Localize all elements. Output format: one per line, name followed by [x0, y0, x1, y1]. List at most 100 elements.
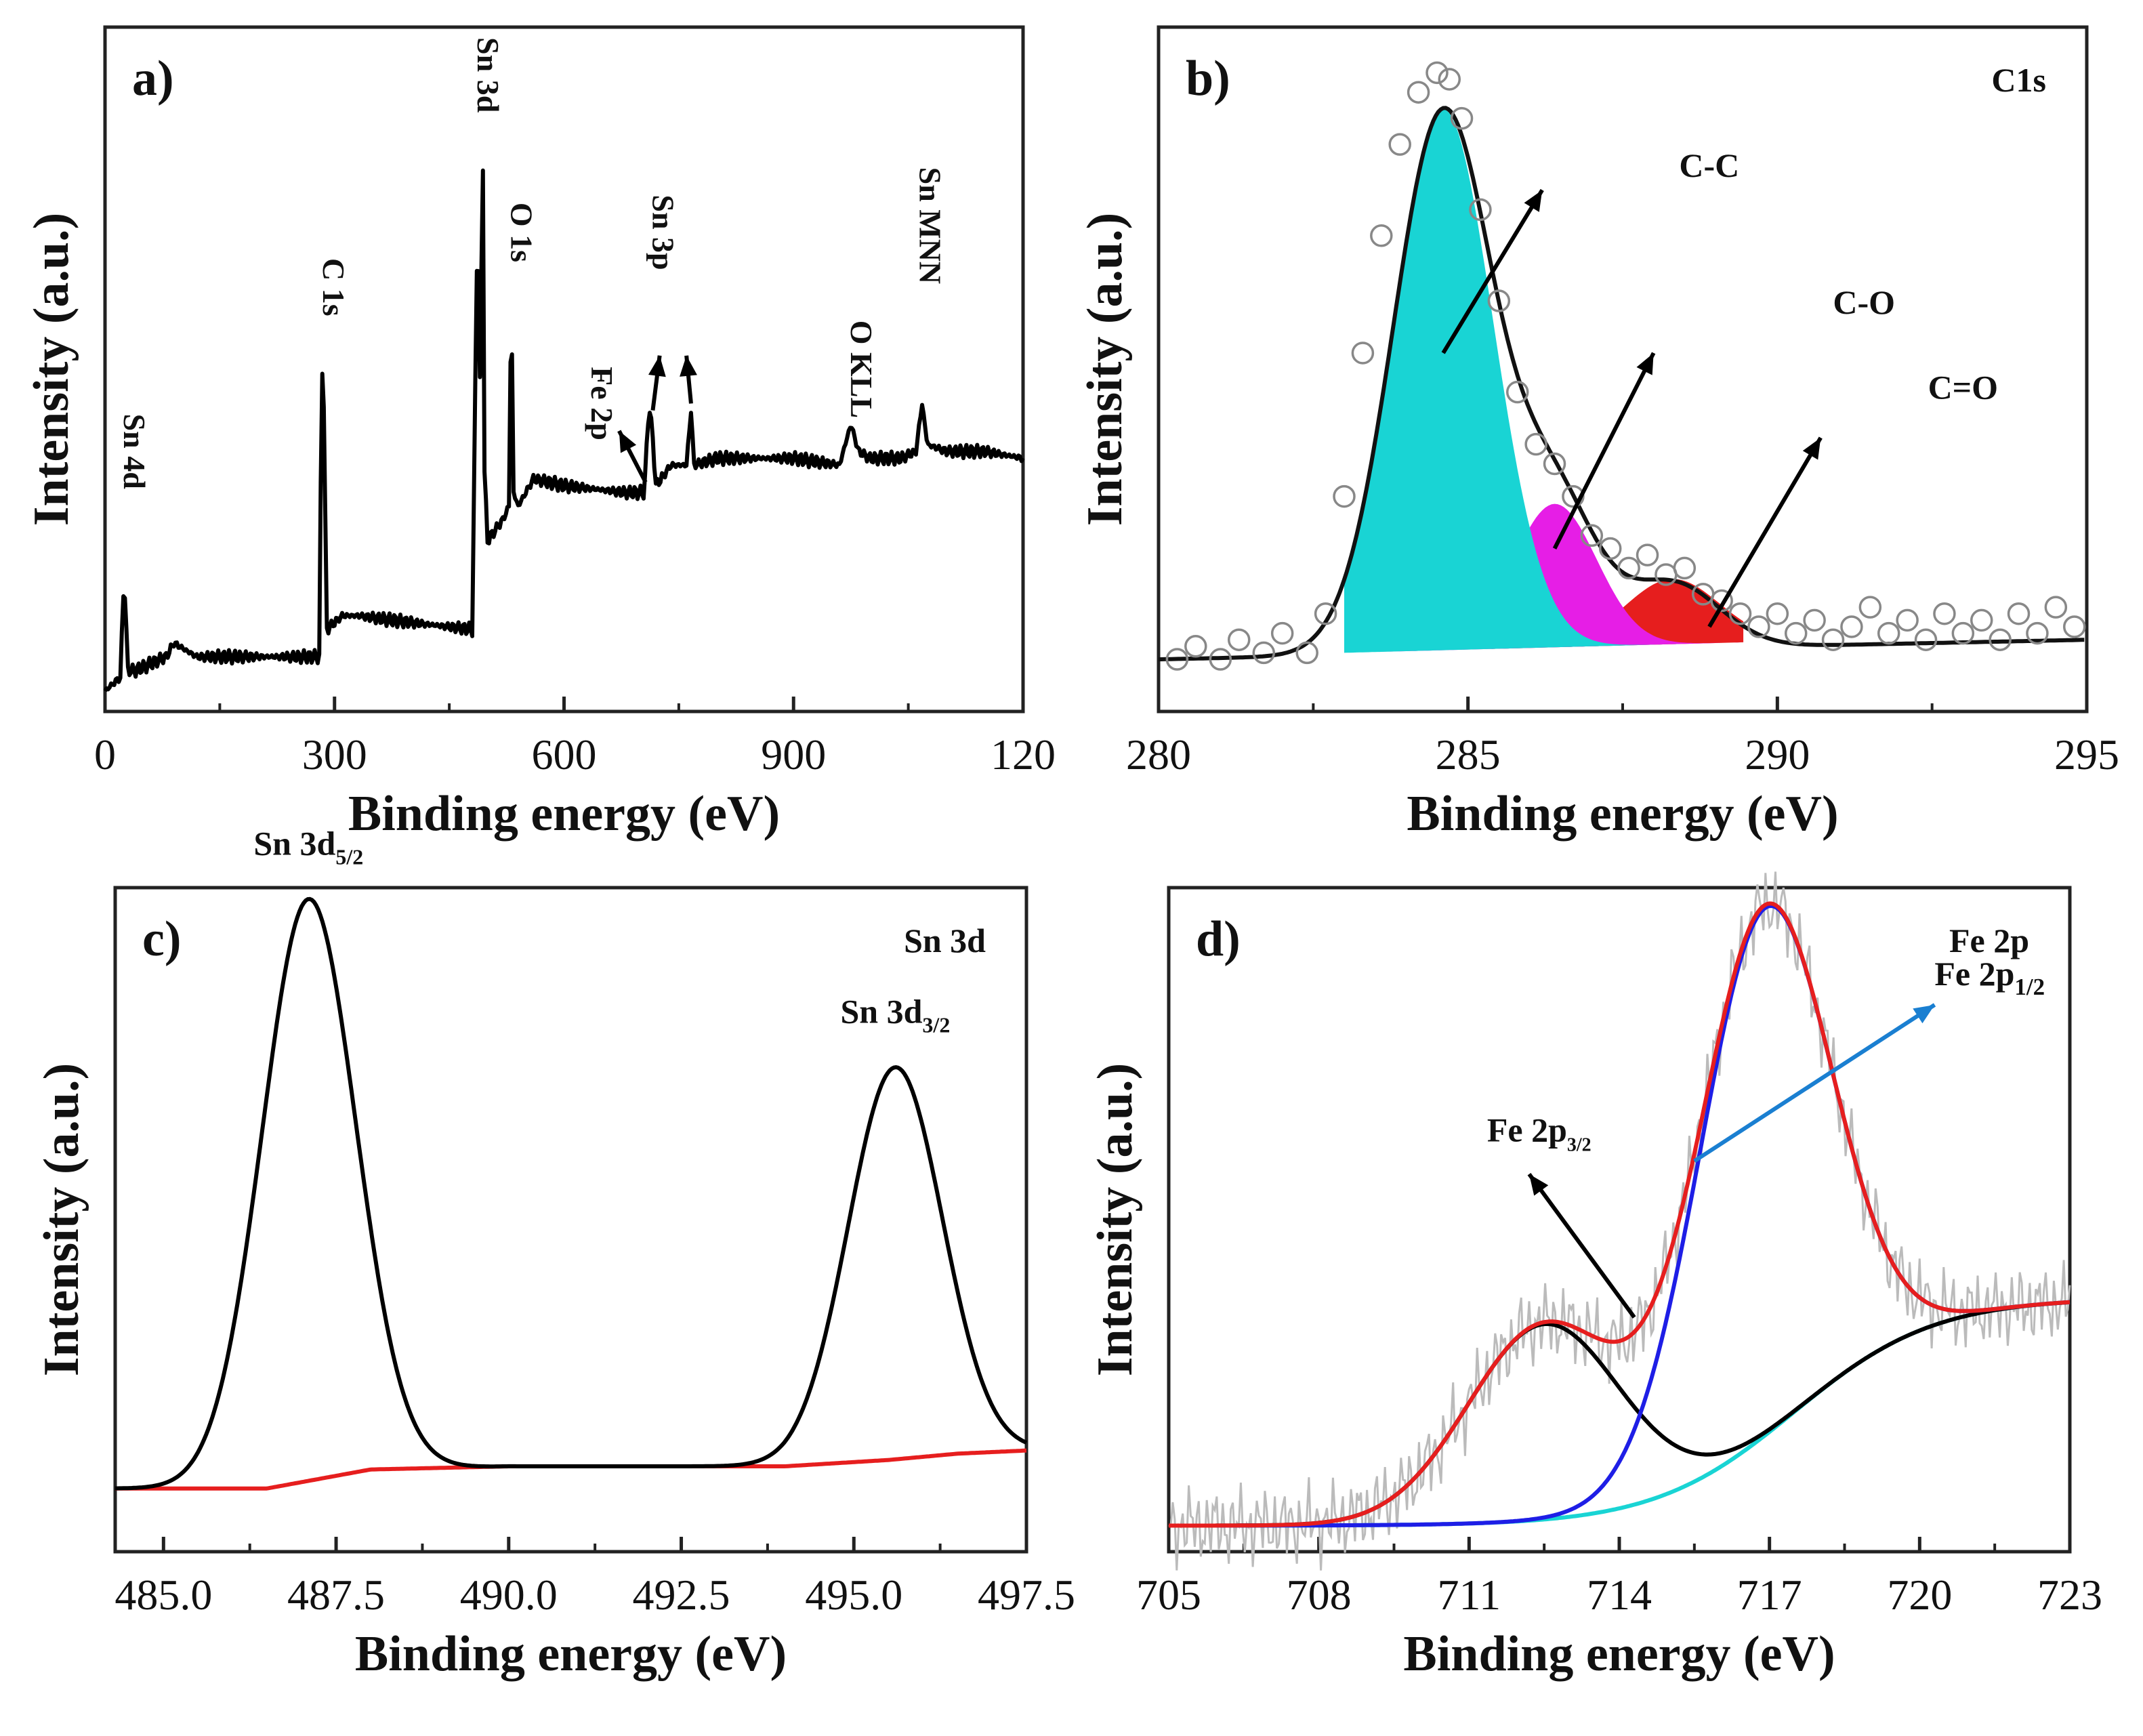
arrow-c-o-head: [1636, 352, 1654, 375]
c1s-data-point: [1728, 602, 1752, 625]
c1s-data-point: [2007, 602, 2031, 625]
c1s-data-point: [1333, 484, 1356, 508]
x-axis-label: Binding energy (eV): [348, 786, 780, 842]
x-tick-label: 300: [302, 730, 367, 779]
peak-label-sub: 3/2: [1567, 1135, 1591, 1156]
c1s-data-point: [1543, 452, 1566, 476]
x-tick-label: 708: [1287, 1571, 1352, 1619]
sn3p-arrow-right-head: [680, 355, 697, 377]
c1s-data-point: [2062, 615, 2086, 638]
x-tick-label: 490.0: [460, 1571, 558, 1619]
x-tick-label: 120: [991, 730, 1056, 779]
fe2p12-arrow-head: [1913, 1004, 1935, 1024]
component-label: C=O: [1928, 368, 1999, 406]
peak-label: O KLL: [844, 321, 879, 418]
peak-label: Sn 3p: [646, 194, 680, 270]
x-tick-label: 600: [532, 730, 597, 779]
x-tick-label: 723: [2037, 1571, 2102, 1619]
c1s-data-point: [1252, 641, 1276, 665]
x-tick-label: 285: [1436, 730, 1501, 779]
fe2p12-component-line: [1169, 903, 2071, 1528]
c1s-data-point: [1877, 621, 1900, 645]
peak-label: Sn 3d3/2: [840, 993, 950, 1037]
c1s-data-point: [1505, 380, 1529, 404]
x-tick-label: 295: [2054, 730, 2119, 779]
c1s-data-point: [1388, 133, 1411, 156]
peak-label-sub: 3/2: [922, 1013, 950, 1037]
c1s-data-point: [1407, 81, 1430, 104]
c1s-data-point: [1766, 602, 1789, 625]
c1s-data-point: [1970, 608, 1993, 632]
sn3p-arrow-left-head: [648, 355, 666, 377]
peak-label: Sn 3d: [471, 37, 505, 113]
c1s-data-point: [1524, 432, 1547, 456]
c1s-data-point: [1487, 289, 1511, 312]
panel-title: Fe 2p: [1949, 922, 2029, 959]
peak-label-sub: 1/2: [2014, 974, 2045, 1000]
c1s-envelope-line: [1159, 106, 2085, 661]
c1s-data-point: [1821, 628, 1845, 651]
c1s-data-point: [1370, 224, 1393, 247]
x-axis-label: Binding energy (eV): [355, 1626, 787, 1682]
c1s-data-point: [1803, 608, 1826, 632]
y-axis-label: Intensity (a.u.): [1087, 1063, 1143, 1377]
panel-d-fe2p-spectrum: 705 708 711 714 717 720 723 Binding energy (eV)…: [1087, 871, 2102, 1682]
x-tick-label: 711: [1438, 1571, 1501, 1619]
sn3d-background-line: [115, 1448, 1027, 1491]
c1s-data-point: [1469, 198, 1492, 222]
panel-label: a): [132, 51, 174, 106]
sn3d-envelope-line: [115, 896, 1028, 1491]
arrow-c-c: [1441, 188, 1544, 354]
x-tick-label: 720: [1887, 1571, 1952, 1619]
peak-label: Fe 2p: [585, 367, 619, 440]
c1s-data-point: [1896, 608, 1919, 632]
plot-frame: [103, 25, 1025, 714]
peak-label-main: Fe 2p: [1934, 955, 2014, 993]
x-tick-label: 280: [1126, 730, 1191, 779]
c1s-data-point: [2044, 596, 2068, 619]
c1s-data-point: [1209, 648, 1232, 671]
c1s-data-point: [1673, 556, 1697, 580]
x-tick-label: 0: [94, 730, 116, 779]
c1s-data-point: [1840, 615, 1863, 638]
peak-label: O 1s: [505, 203, 539, 262]
c1s-data-point: [1580, 524, 1604, 547]
peak-label-main: Fe 2p: [1487, 1111, 1567, 1149]
component-label: C-C: [1679, 146, 1739, 184]
fe2p12-arrow: [1693, 1003, 1936, 1163]
component-label: C-O: [1833, 283, 1895, 321]
y-axis-label: Intensity (a.u.): [34, 1063, 89, 1377]
c1s-data-point: [1747, 615, 1770, 638]
panel-label: c): [142, 911, 182, 967]
fe2p-envelope-line: [1169, 901, 2071, 1528]
peak-label-main: Sn 3d: [253, 824, 335, 862]
panel-label: b): [1186, 51, 1230, 106]
c1s-data-point: [1933, 602, 1956, 625]
c1s-data-point: [1450, 106, 1474, 130]
c1s-data-point: [1227, 628, 1251, 651]
peak-label: Sn 3d5/2: [253, 824, 363, 869]
panel-title: Sn 3d: [904, 922, 986, 959]
c1s-data-point: [1914, 628, 1938, 651]
arrow-c-o: [1552, 352, 1656, 550]
x-tick-label: 487.5: [287, 1571, 385, 1619]
component-c-c-fill: [1344, 109, 1744, 653]
x-tick-label: 290: [1745, 730, 1810, 779]
fe2p32-arrow-head: [1529, 1174, 1549, 1196]
plot-frame: [113, 886, 1028, 1554]
peak-label: Sn MNN: [913, 167, 948, 285]
x-axis-label: Binding energy (eV): [1407, 786, 1838, 842]
c1s-data-point: [1438, 68, 1461, 91]
c1s-data-point: [1858, 596, 1882, 619]
fe2p-raw-data-line: [1168, 871, 2071, 1571]
x-axis-label: Binding energy (eV): [1403, 1626, 1835, 1682]
c1s-data-point: [1710, 589, 1733, 613]
c1s-data-point: [2026, 621, 2049, 645]
x-tick-label: 717: [1737, 1571, 1802, 1619]
c1s-data-point: [1598, 537, 1622, 560]
fe2p32-arrow: [1527, 1172, 1636, 1319]
c1s-data-point: [1784, 621, 1808, 645]
y-axis-label: Intensity (a.u.): [24, 213, 79, 526]
peak-label: Fe 2p1/2: [1934, 955, 2045, 1000]
